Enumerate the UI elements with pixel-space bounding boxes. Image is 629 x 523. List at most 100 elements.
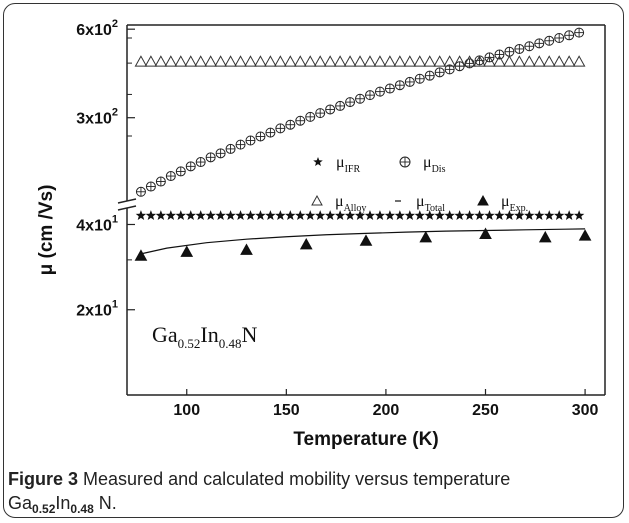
- data-point: [323, 55, 337, 67]
- data-point: [562, 55, 576, 67]
- data-point: [135, 210, 147, 221]
- data-point: [174, 55, 188, 67]
- data-point: [164, 55, 178, 67]
- data-point: [224, 55, 237, 67]
- data-point: [145, 181, 156, 192]
- axis-break-gap: [120, 201, 134, 208]
- data-point: [572, 55, 586, 67]
- x-tick-label: 200: [373, 402, 400, 419]
- data-point: [305, 210, 316, 221]
- y-tick-label: 3x102: [76, 107, 118, 128]
- figure-frame: [3, 3, 624, 518]
- data-point: [464, 210, 475, 221]
- data-point: [195, 210, 206, 221]
- data-point: [513, 55, 526, 67]
- data-point: [424, 210, 435, 221]
- data-point: [544, 35, 555, 46]
- data-point: [205, 210, 216, 221]
- data-point: [240, 243, 253, 255]
- composition-annotation: Ga0.52In0.48N: [152, 322, 257, 351]
- data-point: [283, 55, 297, 67]
- data-point: [154, 55, 168, 67]
- x-tick-label: 150: [273, 402, 300, 419]
- data-point: [325, 104, 336, 115]
- data-point: [393, 55, 407, 67]
- data-point: [343, 55, 357, 67]
- legend-label: μExp.: [501, 193, 528, 214]
- data-point: [553, 210, 565, 221]
- y-ticks: 2x101 4x101 3x102 6x102: [76, 18, 135, 320]
- axis-break-slash-top: [117, 198, 137, 204]
- data-point: [134, 249, 148, 261]
- data-point: [144, 55, 158, 67]
- data-point: [363, 55, 377, 67]
- legend-label: μAlloy: [335, 193, 366, 214]
- legend-item: μDis: [399, 154, 446, 175]
- data-point: [155, 176, 166, 187]
- legend-item: μAlloy: [311, 193, 366, 214]
- x-tick-label: 100: [173, 402, 200, 419]
- data-point: [403, 55, 417, 67]
- data-point: [335, 100, 346, 111]
- data-point: [424, 70, 435, 81]
- data-point: [285, 119, 296, 130]
- data-point: [225, 143, 236, 154]
- data-point: [354, 210, 366, 221]
- data-point: [383, 55, 397, 67]
- data-point: [433, 55, 447, 67]
- data-point: [494, 49, 505, 60]
- data-point: [194, 55, 208, 67]
- data-point: [315, 108, 326, 119]
- data-point: [135, 186, 146, 197]
- y-axis-break-marker: [117, 198, 137, 211]
- data-point: [444, 210, 455, 221]
- figure-caption: Figure 3 Measured and calculated mobilit…: [8, 467, 608, 521]
- mobility-chart: 100 150 200 250 300 2x101 4x101 3x102 6x102 μIF…: [36, 18, 606, 450]
- data-point: [414, 73, 425, 84]
- data-point: [453, 55, 466, 67]
- legend-marker: [399, 156, 411, 168]
- data-point: [454, 210, 465, 221]
- data-point: [314, 210, 326, 221]
- data-point: [538, 230, 552, 243]
- data-point: [265, 210, 276, 221]
- data-point: [483, 55, 496, 67]
- data-point: [265, 127, 276, 138]
- caption-label: Figure 3: [8, 469, 79, 489]
- caption-formula: Ga0.52In0.48 N.: [8, 493, 117, 516]
- data-point: [522, 55, 536, 67]
- data-point: [552, 55, 566, 67]
- data-point: [423, 55, 437, 67]
- y-tick-label: 4x101: [76, 213, 118, 234]
- series-ifr: [135, 210, 585, 221]
- legend-marker: [311, 194, 323, 206]
- y-tick-label: 6x102: [76, 18, 118, 39]
- series-layer: [134, 27, 592, 261]
- data-point: [434, 210, 445, 221]
- data-point: [384, 210, 396, 221]
- data-point: [443, 55, 456, 67]
- data-point: [134, 55, 148, 67]
- data-point: [205, 152, 216, 163]
- data-point: [295, 210, 306, 221]
- data-point: [345, 97, 356, 108]
- data-point: [524, 210, 535, 221]
- data-point: [145, 210, 157, 221]
- data-point: [245, 210, 256, 221]
- legend-item: μExp.: [477, 193, 528, 214]
- x-tick-label: 250: [472, 402, 499, 419]
- data-point: [524, 41, 535, 52]
- data-point: [544, 210, 555, 221]
- plot-area: [126, 24, 606, 396]
- data-point: [299, 237, 313, 250]
- data-point: [275, 123, 286, 134]
- data-point: [353, 55, 367, 67]
- x-tick-label: 300: [572, 402, 599, 419]
- data-point: [255, 210, 266, 221]
- data-point: [534, 210, 545, 221]
- data-point: [542, 55, 556, 67]
- data-point: [503, 55, 516, 67]
- data-point: [479, 227, 492, 239]
- series-alloy: [134, 55, 586, 67]
- data-point: [245, 135, 256, 146]
